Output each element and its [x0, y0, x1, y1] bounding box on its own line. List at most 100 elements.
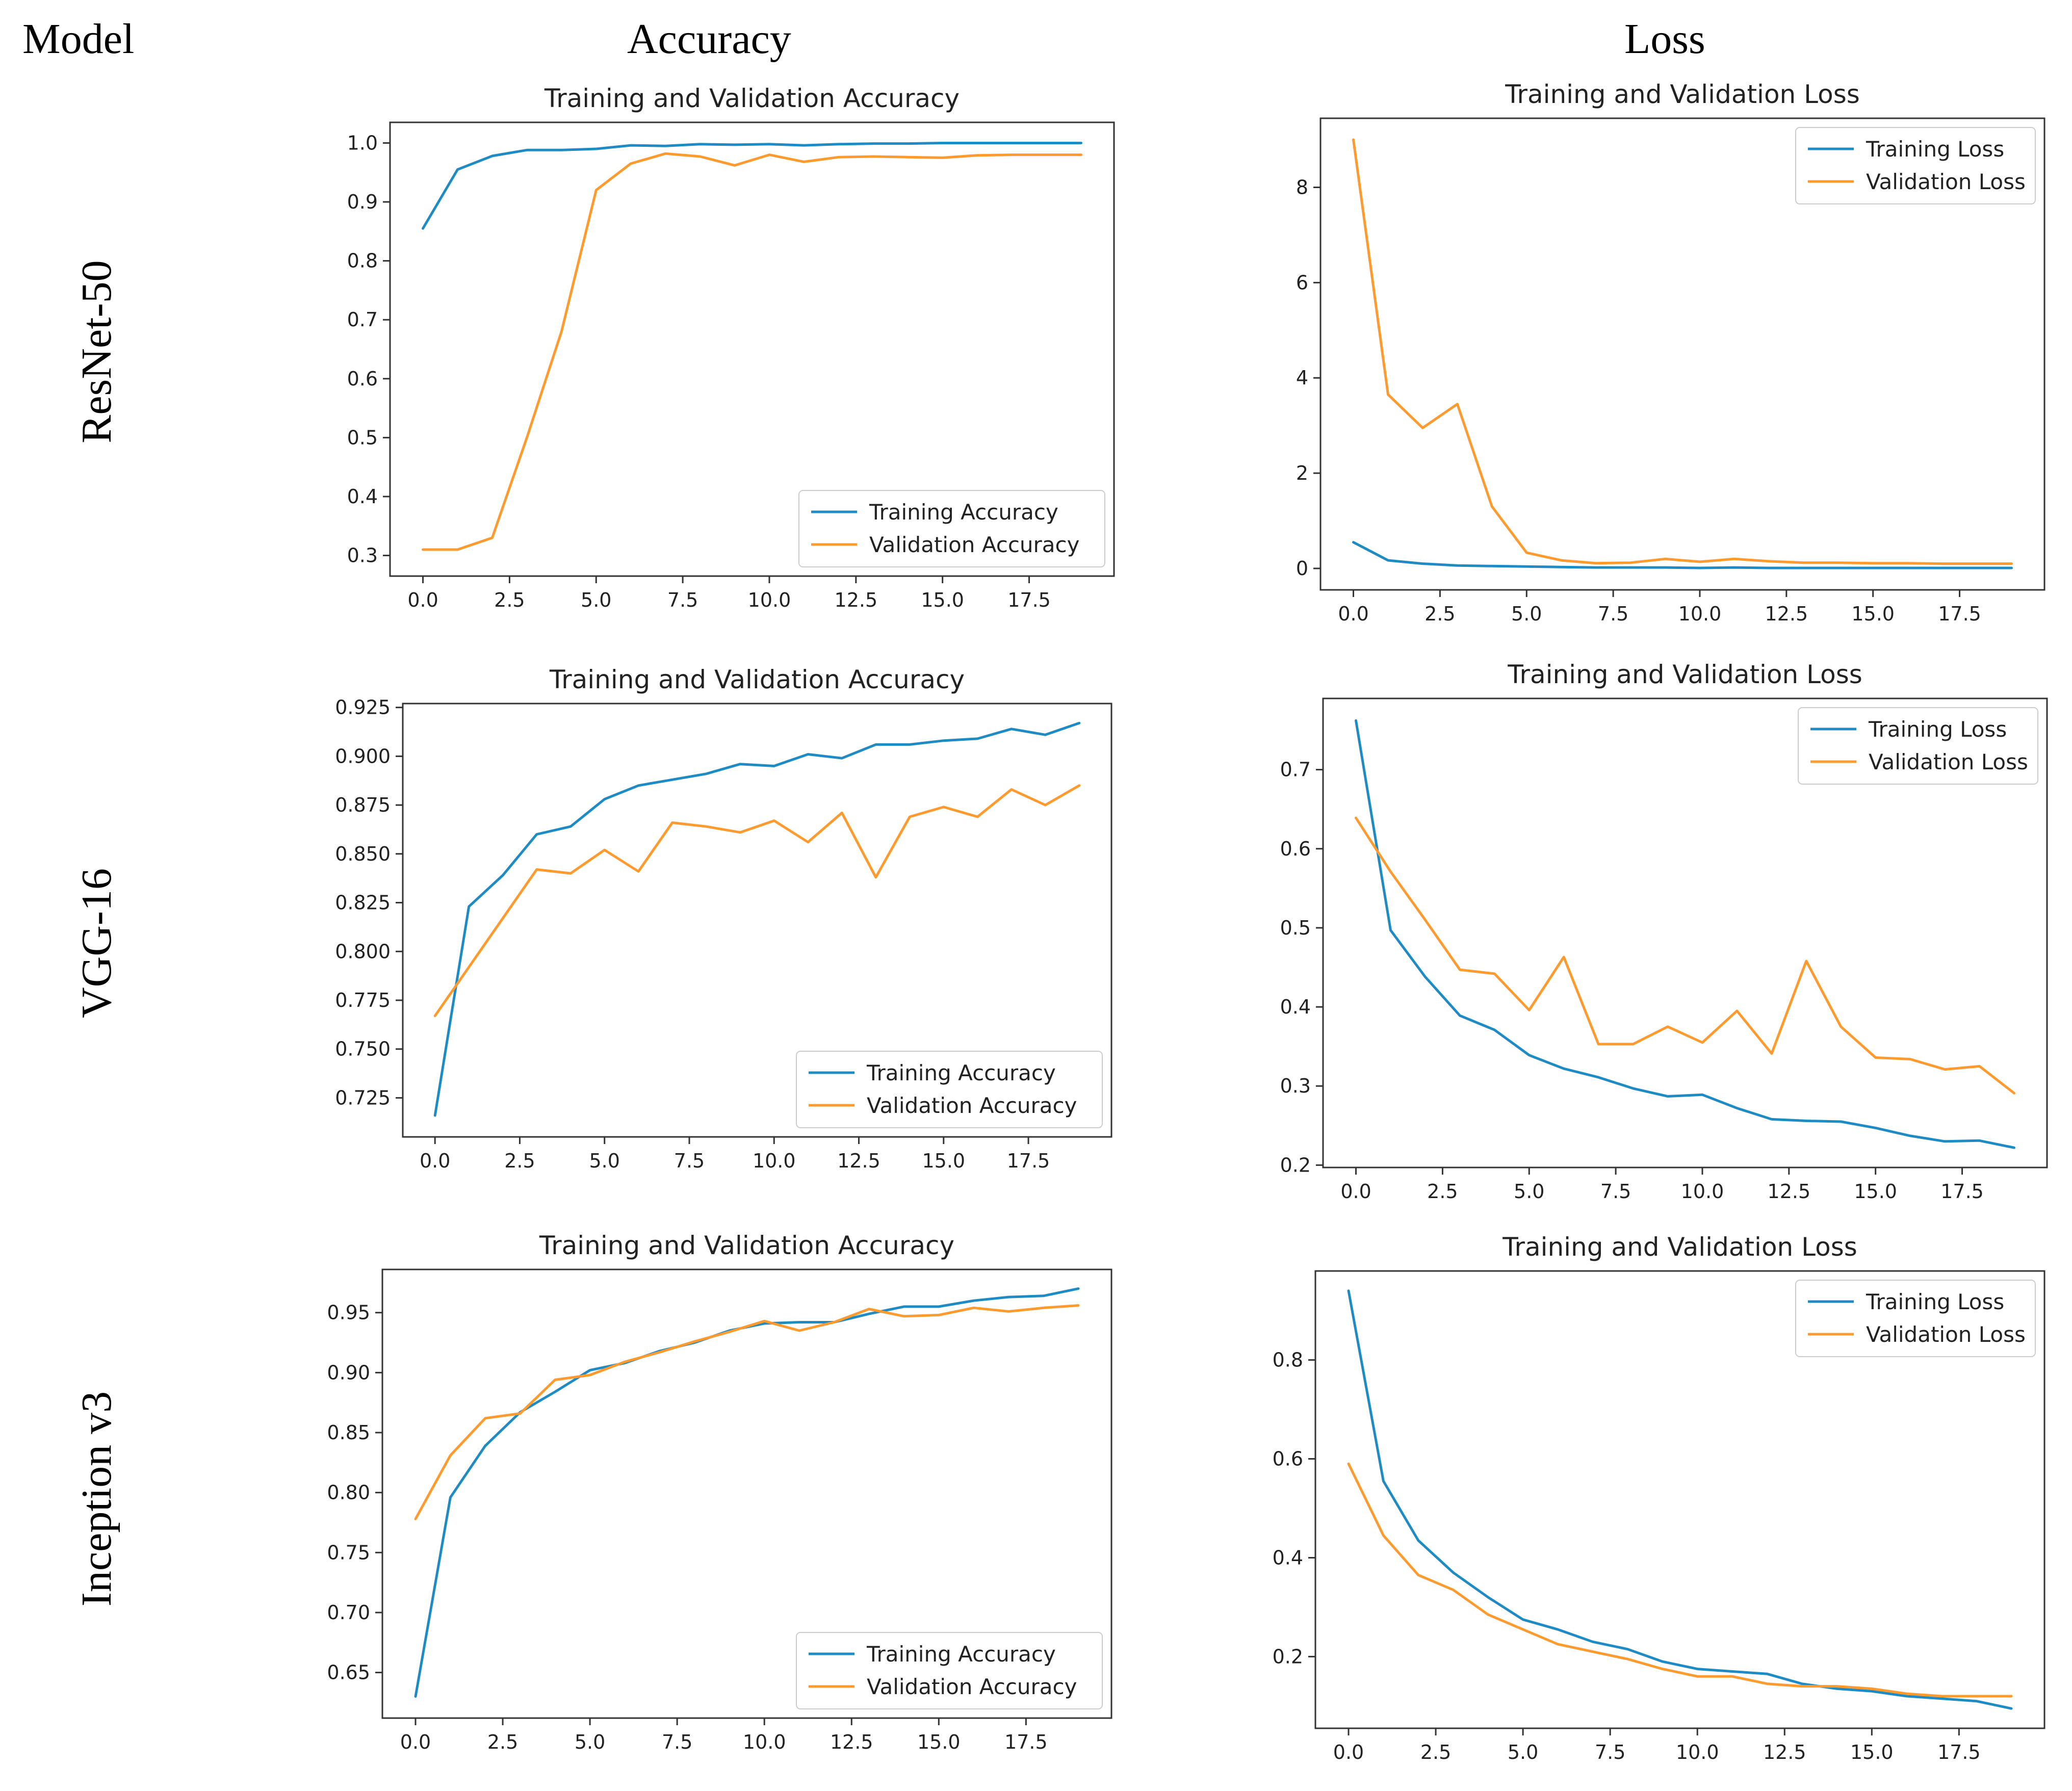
- x-tick-label: 10.0: [1678, 603, 1722, 625]
- x-tick-label: 7.5: [1598, 603, 1628, 625]
- loss-column-header: Loss: [1624, 15, 1705, 63]
- legend: Training Loss Validation Loss: [1795, 1280, 2036, 1357]
- x-tick-label: 7.5: [1600, 1180, 1631, 1203]
- legend-label-validation: Validation Accuracy: [867, 1093, 1077, 1118]
- y-tick-label: 0.6: [1273, 1447, 1303, 1470]
- y-tick-label: 0.65: [327, 1662, 370, 1684]
- y-tick-label: 0.825: [335, 892, 391, 914]
- series-line-validation: [433, 784, 1081, 1018]
- x-tick-label: 2.5: [1420, 1741, 1451, 1763]
- x-tick-label: 7.5: [662, 1731, 692, 1753]
- chart-title: Training and Validation Accuracy: [544, 84, 960, 113]
- x-tick-label: 0.0: [1340, 1180, 1371, 1203]
- x-tick-label: 17.5: [1937, 1741, 1981, 1763]
- y-tick-label: 1.0: [347, 132, 378, 154]
- legend-label-validation: Validation Loss: [1866, 1322, 2026, 1347]
- series-line-validation: [1355, 816, 2015, 1095]
- y-tick-label: 0.3: [347, 544, 378, 567]
- y-tick-label: 0.90: [327, 1361, 370, 1384]
- series-line-validation: [414, 1304, 1080, 1520]
- x-tick-label: 15.0: [1854, 1180, 1897, 1203]
- y-tick-label: 0.70: [327, 1601, 370, 1624]
- legend-label-training: Training Accuracy: [866, 1060, 1056, 1085]
- x-tick-label: 17.5: [1940, 1180, 1984, 1203]
- x-tick-label: 2.5: [1424, 603, 1455, 625]
- chart-vgg16-accuracy: Training and Validation Accuracy 0.0 2.5 5.…: [335, 665, 1112, 1172]
- x-tick-label: 5.0: [1511, 603, 1542, 625]
- chart-title: Training and Validation Loss: [1505, 80, 1860, 109]
- y-tick-label: 0.2: [1280, 1154, 1311, 1176]
- y-tick-label: 0.4: [1273, 1546, 1303, 1569]
- x-tick-label: 15.0: [922, 1150, 965, 1172]
- series-line-validation: [422, 152, 1082, 551]
- x-tick-label: 5.0: [575, 1731, 605, 1753]
- x-tick-label: 2.5: [504, 1150, 535, 1172]
- legend-box: [796, 1632, 1103, 1709]
- y-tick-label: 0.6: [347, 368, 378, 390]
- chart-inceptionv3-accuracy: Training and Validation Accuracy 0.0 2.5 5.…: [327, 1231, 1112, 1753]
- y-tick-label: 0.7: [1280, 759, 1311, 781]
- x-tick-label: 15.0: [917, 1731, 961, 1753]
- x-tick-label: 10.0: [753, 1150, 796, 1172]
- x-tick-label: 17.5: [1007, 1150, 1050, 1172]
- y-tick-label: 0.5: [347, 426, 378, 449]
- x-tick-label: 5.0: [589, 1150, 619, 1172]
- plot-frame: [1322, 697, 2048, 1169]
- x-tick-label: 0.0: [407, 589, 438, 611]
- y-tick-label: 0.850: [335, 843, 391, 865]
- x-tick-label: 15.0: [921, 589, 964, 611]
- chart-title: Training and Validation Loss: [1502, 1232, 1857, 1262]
- legend-box: [1795, 1280, 2036, 1357]
- y-tick-label: 0.8: [347, 250, 378, 272]
- x-tick-label: 10.0: [748, 589, 791, 611]
- x-tick-label: 2.5: [1427, 1180, 1458, 1203]
- legend: Training Loss Validation Loss: [1798, 707, 2038, 785]
- y-tick-label: 0.725: [335, 1086, 391, 1109]
- plot-frame: [1314, 1270, 2045, 1729]
- x-tick-label: 5.0: [581, 589, 611, 611]
- legend: Training Loss Validation Loss: [1795, 127, 2036, 204]
- chart-inceptionv3-loss: Training and Validation Loss 0.0 2.5 5.0 7.5…: [1273, 1232, 2045, 1763]
- x-tick-label: 7.5: [674, 1150, 705, 1172]
- y-tick-label: 0.875: [335, 794, 391, 816]
- y-tick-label: 0.95: [327, 1302, 370, 1324]
- chart-resnet50-accuracy: Training and Validation Accuracy 0.0 2.5 5.…: [347, 84, 1115, 611]
- legend-label-training: Training Accuracy: [869, 500, 1058, 525]
- plot-frame: [381, 1268, 1112, 1719]
- chart-title: Training and Validation Loss: [1507, 660, 1862, 689]
- y-tick-label: 4: [1296, 367, 1308, 389]
- series-line-training: [422, 142, 1082, 230]
- series-line-training: [1355, 719, 2015, 1149]
- x-tick-label: 0.0: [1333, 1741, 1364, 1763]
- y-tick-label: 0.900: [335, 745, 391, 767]
- y-tick-label: 0.925: [335, 696, 391, 719]
- y-tick-label: 0.8: [1273, 1349, 1303, 1371]
- legend-box: [1795, 127, 2036, 204]
- y-tick-label: 2: [1296, 462, 1308, 484]
- y-tick-label: 0.3: [1280, 1075, 1311, 1097]
- legend-label-training: Training Accuracy: [866, 1642, 1056, 1667]
- y-tick-label: 0.800: [335, 940, 391, 963]
- y-tick-label: 0.775: [335, 989, 391, 1011]
- x-tick-label: 15.0: [1851, 603, 1895, 625]
- y-tick-label: 0.7: [347, 308, 378, 331]
- y-tick-label: 0: [1296, 557, 1308, 580]
- series-line-validation: [1347, 1462, 2013, 1698]
- legend-box: [1798, 707, 2038, 785]
- legend-label-validation: Validation Accuracy: [867, 1674, 1077, 1699]
- x-tick-label: 5.0: [1514, 1180, 1544, 1203]
- legend-label-validation: Validation Loss: [1866, 169, 2026, 194]
- x-tick-label: 12.5: [1768, 1180, 1811, 1203]
- row-label-inceptionv3: Inception v3: [73, 1391, 120, 1607]
- x-tick-label: 7.5: [667, 589, 698, 611]
- x-tick-label: 10.0: [743, 1731, 786, 1753]
- x-tick-label: 0.0: [420, 1150, 450, 1172]
- x-tick-label: 5.0: [1508, 1741, 1538, 1763]
- legend-box: [798, 490, 1105, 567]
- x-tick-label: 0.0: [400, 1731, 431, 1753]
- y-tick-label: 0.4: [347, 485, 378, 508]
- legend-box: [796, 1051, 1103, 1128]
- y-tick-label: 0.75: [327, 1541, 370, 1564]
- legend-label-validation: Validation Accuracy: [869, 532, 1080, 557]
- series-line-validation: [1352, 138, 2013, 565]
